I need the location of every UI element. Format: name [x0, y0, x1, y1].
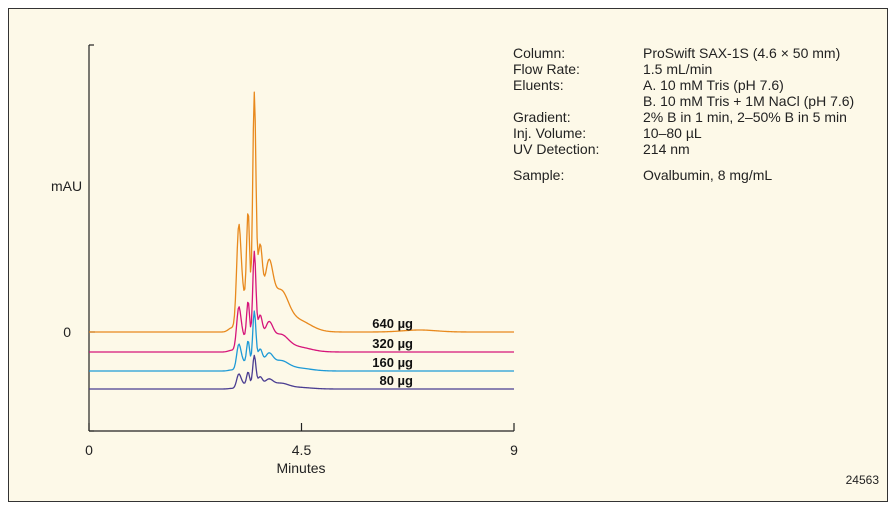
condition-label: UV Detection:: [513, 141, 600, 157]
condition-label: Gradient:: [513, 109, 571, 125]
trace-line: [89, 250, 514, 353]
condition-row: UV Detection: 214 nm: [513, 141, 854, 157]
condition-row: Flow Rate: 1.5 mL/min: [513, 61, 854, 77]
condition-label: Flow Rate:: [513, 61, 580, 77]
trace-label: 320 µg: [372, 336, 413, 351]
trace-label: 640 µg: [372, 316, 413, 331]
condition-label: Sample:: [513, 167, 565, 183]
trace-line: [89, 354, 514, 390]
chart-frame: 0 4.5 9 0 mAU Minutes 640 µg 320 µg 160 µg 80…: [8, 8, 888, 502]
condition-value: Ovalbumin, 8 mg/mL: [643, 167, 773, 183]
trace-line: [89, 310, 514, 372]
sample-row: Sample: Ovalbumin, 8 mg/mL: [513, 167, 854, 183]
condition-row: Eluents: A. 10 mM Tris (pH 7.6): [513, 77, 854, 93]
figure-id: 24563: [845, 473, 879, 487]
x-tick-label: 0: [85, 442, 93, 458]
trace-label: 160 µg: [372, 355, 413, 370]
x-tick-label: 9: [510, 442, 518, 458]
y-axis-label: mAU: [51, 178, 82, 194]
condition-row: Column: ProSwift SAX-1S (4.6 × 50 mm): [513, 45, 854, 61]
condition-row: Gradient: 2% B in 1 min, 2–50% B in 5 min: [513, 109, 854, 125]
condition-value: 1.5 mL/min: [643, 61, 713, 77]
chromatogram-chart: 0 4.5 9 0 mAU Minutes 640 µg 320 µg 160 µg 80…: [51, 44, 518, 476]
condition-value: ProSwift SAX-1S (4.6 × 50 mm): [643, 45, 841, 61]
condition-row: B. 10 mM Tris + 1M NaCl (pH 7.6): [513, 93, 854, 109]
trace-label: 80 µg: [379, 373, 413, 388]
condition-value: A. 10 mM Tris (pH 7.6): [643, 77, 784, 93]
condition-value: B. 10 mM Tris + 1M NaCl (pH 7.6): [643, 93, 855, 109]
condition-label: [513, 93, 643, 109]
x-tick-label: 4.5: [292, 442, 312, 458]
condition-value: 214 nm: [643, 141, 690, 157]
condition-label: Inj. Volume:: [513, 125, 587, 141]
y-tick-label: 0: [63, 324, 71, 340]
condition-row: Inj. Volume: 10–80 µL: [513, 125, 854, 141]
condition-label: Column:: [513, 45, 566, 61]
trace-line: [89, 91, 514, 333]
x-axis-label: Minutes: [276, 460, 325, 476]
conditions-panel: Column: ProSwift SAX-1S (4.6 × 50 mm) Flow…: [513, 45, 854, 183]
condition-label: Eluents:: [513, 77, 564, 93]
spacer: [513, 157, 854, 167]
condition-value: 2% B in 1 min, 2–50% B in 5 min: [643, 109, 847, 125]
condition-value: 10–80 µL: [643, 125, 702, 141]
